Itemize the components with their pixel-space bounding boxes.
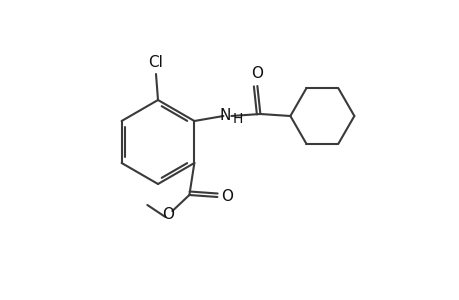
Text: Cl: Cl <box>148 55 163 70</box>
Text: O: O <box>162 206 174 221</box>
Text: H: H <box>232 112 242 126</box>
Text: N: N <box>219 107 230 122</box>
Text: O: O <box>221 188 233 203</box>
Text: O: O <box>251 66 263 81</box>
